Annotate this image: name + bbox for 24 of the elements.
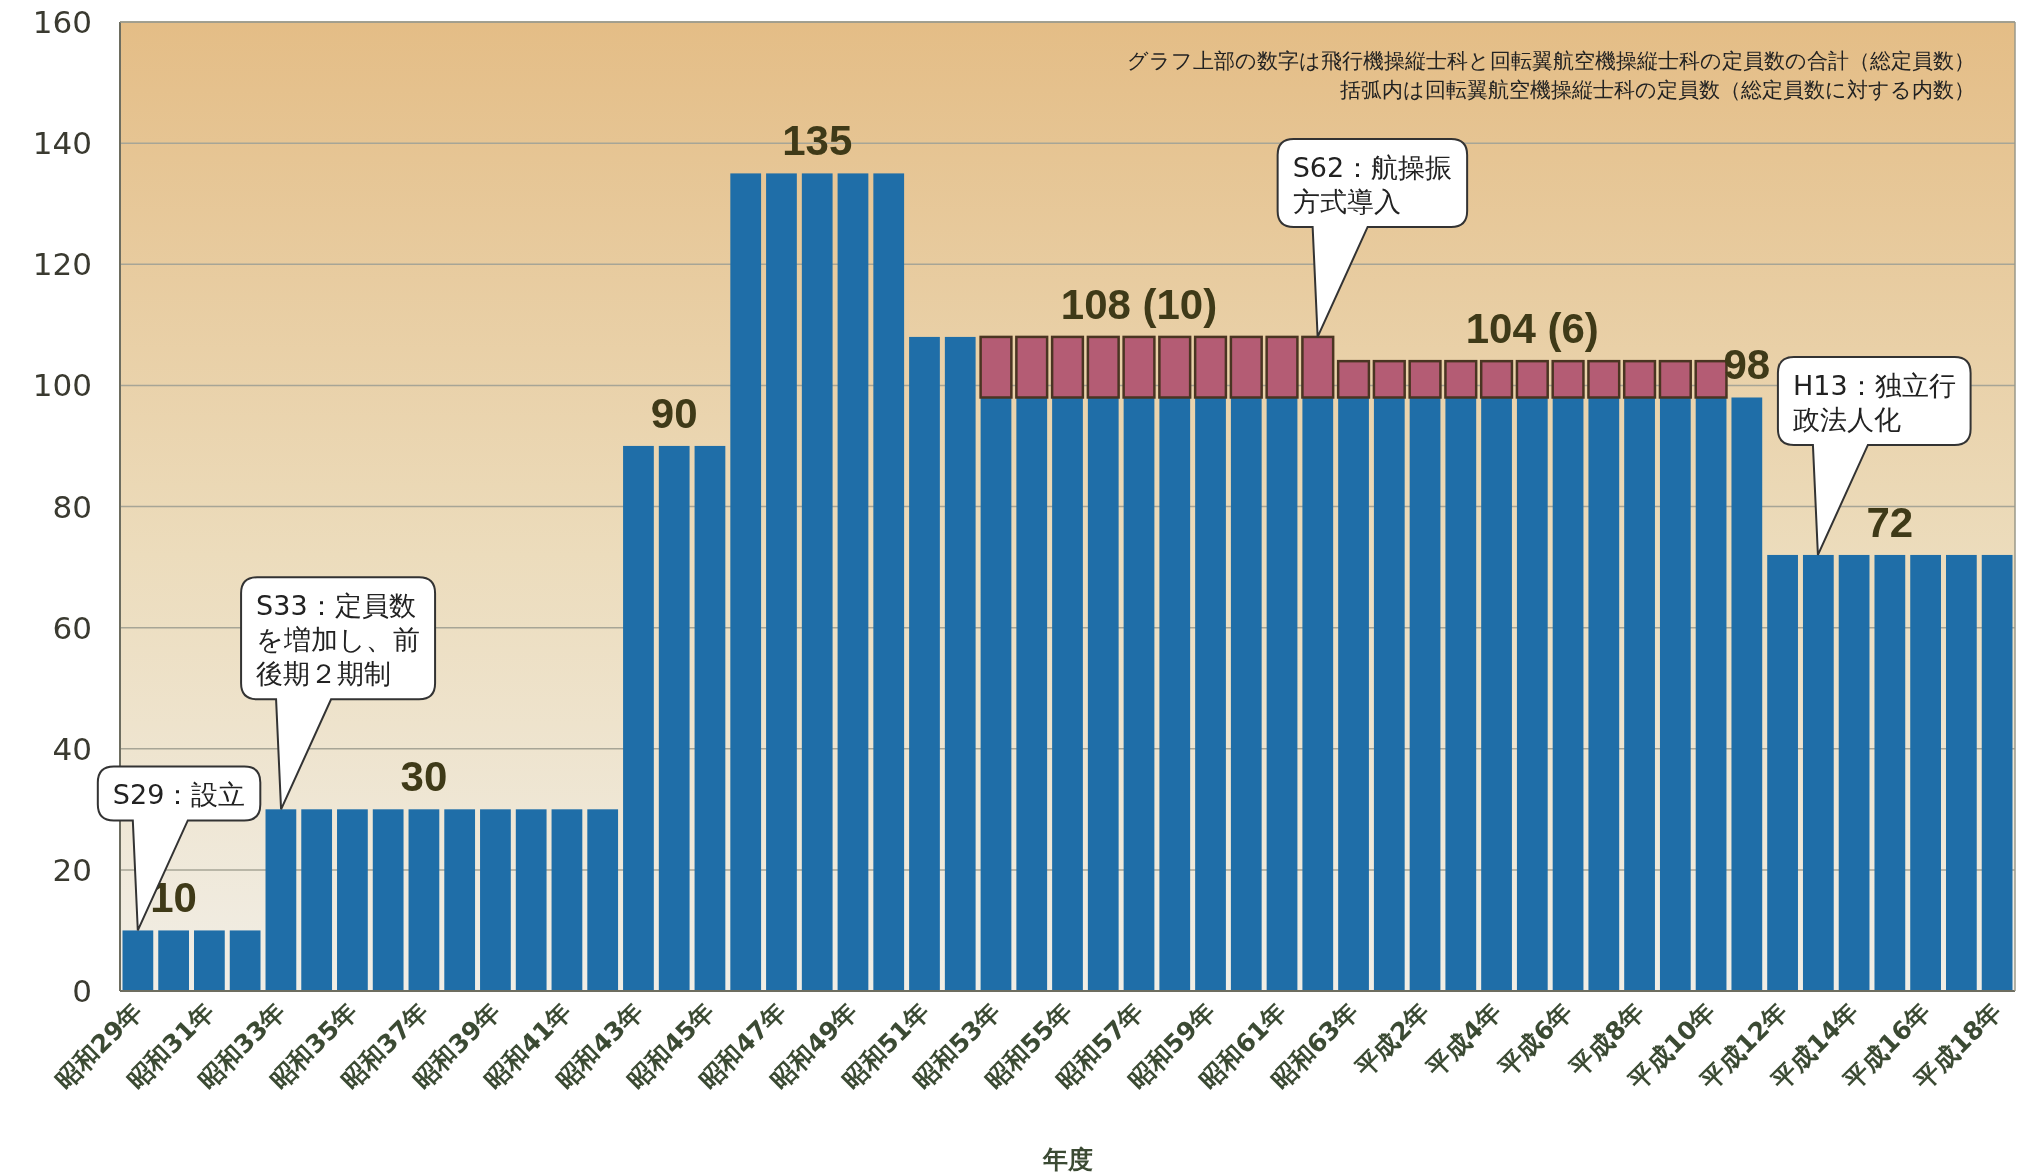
total-label: 135 [782,117,853,165]
y-tick-label: 20 [52,851,92,888]
annotation: S62：航操振方式導入 [1292,151,1453,217]
total-label: 72 [1866,498,1914,546]
annotation: 括弧内は回転翼航空機操縦士科の定員数（総定員数に対する内数） [1340,78,1975,102]
annotation: S29：設立 [112,779,246,811]
total-label: 108 (10) [1060,280,1218,328]
y-tick-label: 100 [32,367,92,404]
total-label: 10 [150,874,197,922]
y-tick-label: 60 [52,609,92,646]
y-tick-label: 80 [52,488,92,525]
annotation: S33：定員数を増加し、前後期２期制 [256,590,421,690]
x-axis-title: 年度 [1042,1145,1093,1174]
y-tick-label: 120 [32,246,92,283]
y-tick-label: 140 [32,125,92,162]
annotation: H13：独立行政法人化 [1792,369,1956,435]
y-tick-label: 160 [32,4,92,40]
y-tick-label: 40 [52,730,92,767]
total-label: 30 [400,753,448,801]
total-label: 90 [650,389,698,437]
total-label: 98 [1723,341,1771,389]
total-label: 104 (6) [1465,305,1599,353]
y-tick-label: 0 [72,973,92,1009]
annotation: グラフ上部の数字は飛行機操縦士科と回転翼航空機操縦士科の定員数の合計（総定員数） [1127,49,1975,73]
